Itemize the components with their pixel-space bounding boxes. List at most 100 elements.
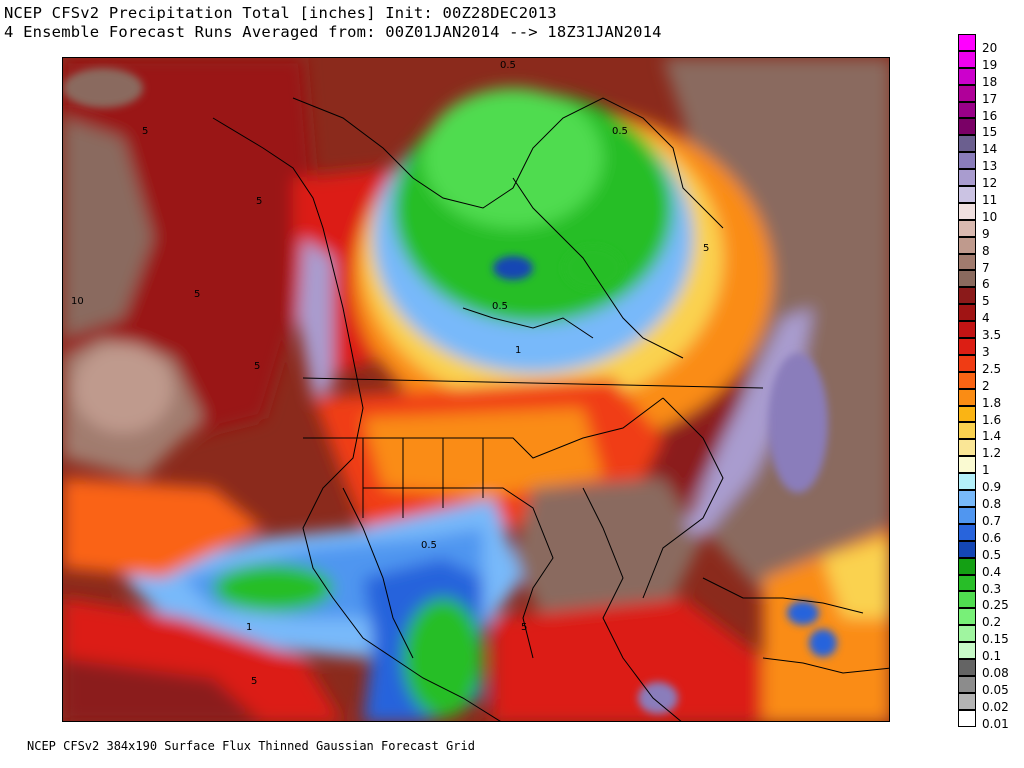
legend-swatch <box>958 422 976 440</box>
legend-swatch <box>958 101 976 119</box>
legend-row: 1.6 <box>958 405 1018 426</box>
legend-label: 0.4 <box>982 564 1002 579</box>
legend-swatch <box>958 675 976 693</box>
legend-row: 0.15 <box>958 625 1018 646</box>
contour-label: 10 <box>71 296 84 307</box>
legend-swatch <box>958 186 976 203</box>
legend-label: 4 <box>982 311 990 326</box>
legend-row: 0.01 <box>958 709 1018 730</box>
legend-label: 0.5 <box>982 547 1002 562</box>
map-canvas: 5 0.5 0.5 5 10 5 5 0.5 1 5 0.5 1 5 5 <box>63 58 889 721</box>
legend-swatch <box>958 574 976 592</box>
legend-label: 0.25 <box>982 598 1009 613</box>
legend-label: 12 <box>982 176 998 191</box>
legend-label: 18 <box>982 74 998 89</box>
title-line-1: NCEP CFSv2 Precipitation Total [inches] … <box>4 4 557 22</box>
contour-label: 5 <box>251 676 257 687</box>
legend-swatch <box>958 439 976 457</box>
legend-label: 0.02 <box>982 699 1009 714</box>
legend-row: 0.1 <box>958 642 1018 663</box>
legend-swatch <box>958 287 976 305</box>
legend-swatch <box>958 490 976 507</box>
legend-row: 0.7 <box>958 506 1018 527</box>
legend-swatch <box>958 338 976 355</box>
legend-label: 9 <box>982 226 990 241</box>
legend-row: 0.02 <box>958 692 1018 713</box>
legend-swatch <box>958 405 976 423</box>
legend-label: 15 <box>982 125 998 140</box>
precipitation-map: 5 0.5 0.5 5 10 5 5 0.5 1 5 0.5 1 5 5 <box>62 57 890 722</box>
legend-label: 0.05 <box>982 682 1009 697</box>
legend-row: 5 <box>958 287 1018 308</box>
legend-row: 0.2 <box>958 608 1018 629</box>
legend-row: 18 <box>958 67 1018 88</box>
legend-label: 8 <box>982 243 990 258</box>
legend-swatch <box>958 67 976 85</box>
legend-label: 16 <box>982 108 998 123</box>
legend-label: 1.2 <box>982 446 1002 461</box>
legend-label: 0.15 <box>982 632 1009 647</box>
contour-label: 5 <box>194 289 200 300</box>
legend-row: 9 <box>958 219 1018 240</box>
legend-swatch <box>958 658 976 676</box>
legend-label: 3.5 <box>982 328 1002 343</box>
legend-label: 0.08 <box>982 665 1009 680</box>
legend-row: 0.9 <box>958 473 1018 494</box>
legend-row: 0.08 <box>958 658 1018 679</box>
legend-row: 3 <box>958 338 1018 359</box>
legend-swatch <box>958 557 976 575</box>
legend-row: 12 <box>958 169 1018 190</box>
legend-swatch <box>958 371 976 389</box>
legend-label: 17 <box>982 91 998 106</box>
legend-label: 2.5 <box>982 361 1002 376</box>
legend-label: 0.8 <box>982 497 1002 512</box>
legend-swatch <box>958 34 976 51</box>
legend-row: 2.5 <box>958 354 1018 375</box>
legend-row: 0.5 <box>958 540 1018 561</box>
legend-row: 0.05 <box>958 675 1018 696</box>
grid-description: NCEP CFSv2 384x190 Surface Flux Thinned … <box>27 739 475 753</box>
legend-label: 0.2 <box>982 615 1002 630</box>
legend-swatch <box>958 709 976 727</box>
legend-label: 20 <box>982 41 998 55</box>
legend-label: 13 <box>982 159 998 174</box>
legend-row: 2 <box>958 371 1018 392</box>
legend-row: 15 <box>958 118 1018 139</box>
legend-label: 19 <box>982 57 998 72</box>
legend-swatch <box>958 473 976 491</box>
legend-row: 1 <box>958 456 1018 477</box>
legend-swatch <box>958 219 976 237</box>
legend-swatch <box>958 354 976 372</box>
legend-swatch <box>958 388 976 406</box>
legend-row: 0.4 <box>958 557 1018 578</box>
color-legend: 20 19 18 17 16 15 14 13 12 11 10 9 8 7 6 5 4 3.5 3 2.5 2 1.8 1… <box>958 34 1018 730</box>
legend-swatch <box>958 608 976 626</box>
legend-swatch <box>958 591 976 609</box>
legend-row: 20 <box>958 34 1018 55</box>
legend-label: 2 <box>982 378 990 393</box>
map-title: NCEP CFSv2 Precipitation Total [inches] … <box>4 4 662 42</box>
legend-label: 3 <box>982 345 990 360</box>
legend-row: 14 <box>958 135 1018 156</box>
legend-swatch <box>958 253 976 271</box>
legend-row: 16 <box>958 101 1018 122</box>
legend-swatch <box>958 642 976 659</box>
legend-swatch <box>958 692 976 710</box>
legend-label: 14 <box>982 142 998 157</box>
legend-label: 0.3 <box>982 581 1002 596</box>
legend-label: 0.6 <box>982 530 1002 545</box>
legend-row: 0.25 <box>958 591 1018 612</box>
legend-swatch <box>958 270 976 288</box>
contour-label: 5 <box>521 622 527 633</box>
legend-row: 8 <box>958 236 1018 257</box>
contour-label: 0.5 <box>612 126 628 137</box>
legend-row: 19 <box>958 50 1018 71</box>
legend-swatch <box>958 523 976 541</box>
legend-swatch <box>958 321 976 339</box>
legend-label: 0.7 <box>982 513 1002 528</box>
legend-label: 6 <box>982 277 990 292</box>
legend-label: 0.9 <box>982 480 1002 495</box>
legend-label: 0.01 <box>982 716 1009 731</box>
legend-row: 0.8 <box>958 490 1018 511</box>
contour-label: 5 <box>254 361 260 372</box>
